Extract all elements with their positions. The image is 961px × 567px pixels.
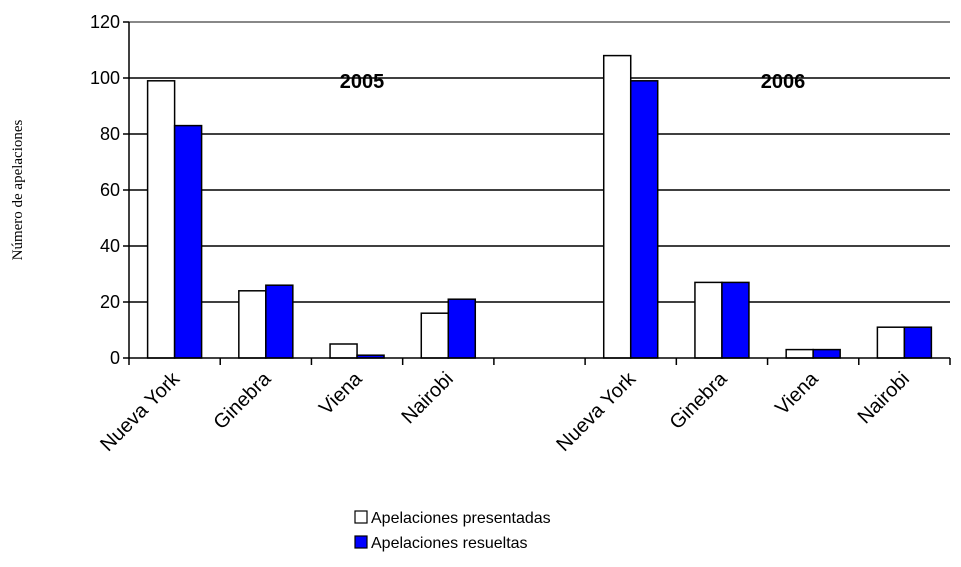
y-tick-label: 80	[100, 124, 120, 144]
bar-presented	[602, 54, 632, 359]
x-ticks: Nueva York Ginebra Viena Nairobi Nueva York G…	[96, 358, 951, 456]
bar-resolved	[173, 124, 203, 359]
x-tick-label: Viena	[315, 367, 367, 419]
legend: Apelaciones presentadas Apelaciones resue…	[354, 510, 551, 552]
bar-presented	[238, 290, 267, 359]
year-label: 2006	[761, 71, 806, 93]
bar-resolved	[812, 348, 841, 359]
legend-label: Apelaciones presentadas	[371, 510, 551, 527]
x-tick-label: Nairobi	[854, 368, 914, 428]
x-tick-label: Nairobi	[397, 368, 457, 428]
legend-swatch	[354, 535, 368, 549]
bar-presented	[785, 348, 814, 359]
x-tick-label: Viena	[771, 367, 823, 419]
y-tick-label: 0	[110, 348, 120, 368]
y-tick-label: 100	[90, 68, 120, 88]
bar-resolved	[447, 298, 477, 359]
x-tick-label: Ginebra	[666, 367, 732, 433]
y-tick-label: 120	[90, 12, 120, 32]
x-tick-label: Nueva York	[96, 367, 185, 456]
y-tick-label: 20	[100, 292, 120, 312]
x-tick-label: Nueva York	[552, 367, 641, 456]
year-label: 2005	[340, 71, 385, 93]
y-axis-label: Número de apelaciones	[10, 119, 26, 260]
bars	[146, 54, 933, 359]
year-labels: 2005 2006	[340, 71, 806, 93]
legend-label: Apelaciones resueltas	[371, 535, 528, 552]
x-tick-label: Ginebra	[209, 367, 275, 433]
bar-presented	[420, 312, 450, 359]
bar-resolved	[721, 281, 750, 359]
bar-presented	[876, 326, 906, 359]
legend-swatch	[354, 510, 368, 524]
bar-presented	[694, 281, 723, 359]
bar-resolved	[903, 326, 933, 359]
y-tick-label: 40	[100, 236, 120, 256]
gridlines	[129, 21, 950, 303]
bar-resolved	[629, 80, 659, 359]
bar-resolved	[265, 284, 294, 359]
y-tick-label: 60	[100, 180, 120, 200]
y-ticks: 0 20 40 60 80 100 120	[90, 12, 129, 368]
bar-presented	[329, 343, 358, 359]
bar-presented	[146, 80, 176, 359]
